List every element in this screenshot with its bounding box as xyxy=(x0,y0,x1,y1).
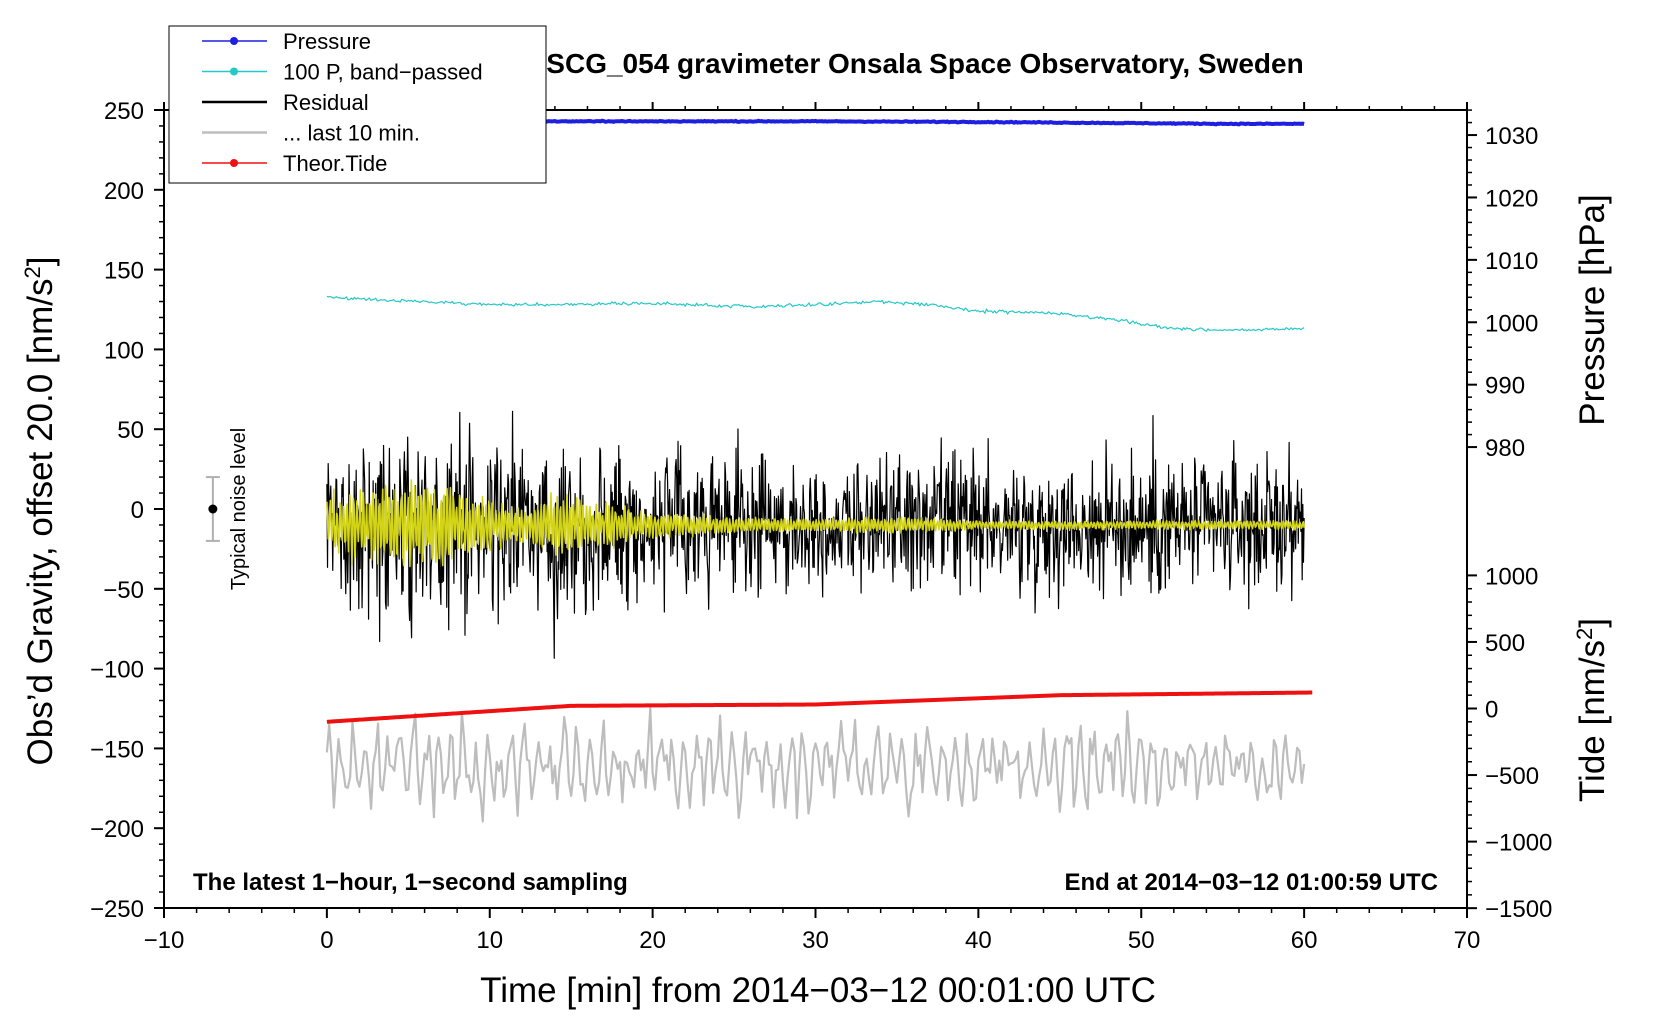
x-tick-label: 30 xyxy=(802,927,829,954)
y-left-tick-label: −150 xyxy=(90,736,144,763)
x-tick-label: −10 xyxy=(144,927,185,954)
y-left-tick-label: 100 xyxy=(104,337,144,364)
y-axis-left-title: Obs’d Gravity, offset 20.0 [nm/s2] xyxy=(20,257,61,766)
legend-label: ... last 10 min. xyxy=(283,121,420,146)
tide-tick-label: −1000 xyxy=(1485,830,1552,857)
legend-label: Residual xyxy=(283,90,369,115)
legend-label: Pressure xyxy=(283,29,371,54)
x-tick-label: 10 xyxy=(476,927,503,954)
y-left-tick-label: 0 xyxy=(131,497,144,524)
tide-tick-label: 1000 xyxy=(1485,563,1538,590)
series-theor-tide xyxy=(326,690,1313,724)
series-residual-filtered xyxy=(326,479,1305,568)
pressure-tick-label: 1020 xyxy=(1485,185,1538,212)
series-last-10-min xyxy=(325,706,1306,823)
y-axis-tide-title: Tide [nm/s2] xyxy=(1572,618,1613,802)
y-left-tick-label: 150 xyxy=(104,258,144,285)
noise-indicator: Typical noise level xyxy=(205,428,250,590)
y-axis-pressure-title: Pressure [hPa] xyxy=(1573,194,1612,426)
x-tick-label: 50 xyxy=(1128,927,1155,954)
pressure-tick-label: 1010 xyxy=(1485,248,1538,275)
x-axis-title: Time [min] from 2014−03−12 00:01:00 UTC xyxy=(480,971,1156,1010)
y-left-tick-label: −100 xyxy=(90,657,144,684)
legend-box xyxy=(168,25,547,184)
x-tick-label: 40 xyxy=(965,927,992,954)
legend-marker xyxy=(230,37,238,45)
legend: Pressure 100 P, band−passed Residual ... la… xyxy=(168,25,547,184)
y-axis-tide-title-text: Tide [nm/s xyxy=(1573,640,1612,802)
ticks-layer: −10 0 10 20 30 40 50 60 70250200150100500−50−100… xyxy=(90,98,1552,954)
series-pressure-bandpassed xyxy=(326,295,1305,332)
pressure-tick-label: 1030 xyxy=(1485,123,1538,150)
tide-tick-label: −500 xyxy=(1485,763,1539,790)
tide-tick-label: 500 xyxy=(1485,630,1525,657)
legend-label: 100 P, band−passed xyxy=(283,60,483,85)
annotation-end-time: End at 2014−03−12 01:00:59 UTC xyxy=(1064,869,1438,896)
pressure-tick-label: 980 xyxy=(1485,435,1525,462)
y-left-tick-label: −250 xyxy=(90,896,144,923)
tide-tick-label: 0 xyxy=(1485,697,1498,724)
noise-bar-label: Typical noise level xyxy=(228,428,250,590)
y-left-tick-label: 250 xyxy=(104,98,144,125)
annotation-sampling: The latest 1−hour, 1−second sampling xyxy=(193,869,628,896)
pressure-tick-label: 1000 xyxy=(1485,310,1538,337)
y-axis-tide-title-close: ] xyxy=(1573,618,1612,628)
y-left-tick-label: −200 xyxy=(90,816,144,843)
y-left-tick-label: 50 xyxy=(117,417,144,444)
y-axis-tide-title-exp: 2 xyxy=(1572,628,1597,640)
legend-label: Theor.Tide xyxy=(283,151,387,176)
tide-tick-label: −1500 xyxy=(1485,896,1552,923)
x-tick-label: 0 xyxy=(320,927,333,954)
plot-title: SCG_054 gravimeter Onsala Space Observat… xyxy=(546,48,1303,79)
x-tick-label: 20 xyxy=(639,927,666,954)
x-tick-label: 70 xyxy=(1454,927,1481,954)
x-tick-label: 60 xyxy=(1291,927,1318,954)
legend-marker xyxy=(230,159,238,167)
y-axis-left-title-exp: 2 xyxy=(20,266,45,278)
pressure-tick-label: 990 xyxy=(1485,373,1525,400)
y-left-tick-label: −50 xyxy=(103,577,144,604)
y-left-tick-label: 200 xyxy=(104,178,144,205)
noise-bar-dot xyxy=(208,504,218,514)
y-axis-left-title-text: Obs’d Gravity, offset 20.0 [nm/s xyxy=(21,279,60,766)
y-axis-left-title-close: ] xyxy=(21,257,60,267)
legend-marker xyxy=(230,67,238,76)
